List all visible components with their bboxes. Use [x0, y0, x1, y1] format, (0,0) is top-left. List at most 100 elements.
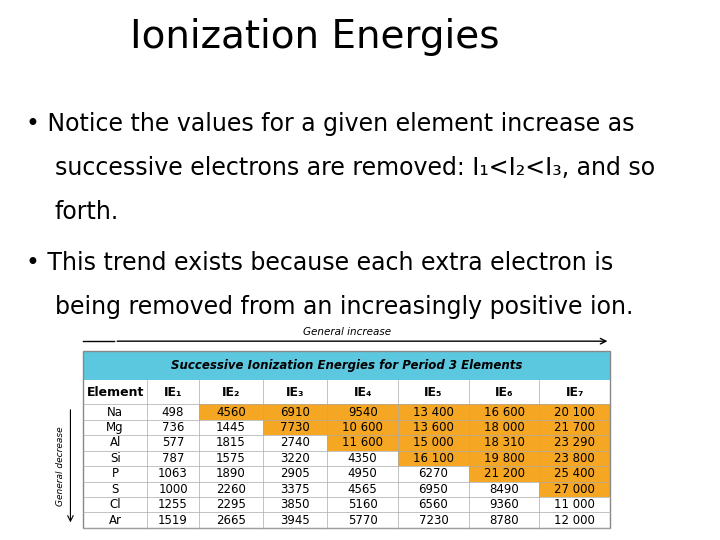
Bar	[263, 512, 328, 528]
Bar	[83, 451, 148, 466]
Bar	[539, 497, 611, 512]
Text: • Notice the values for a given element increase as: • Notice the values for a given element …	[27, 112, 635, 136]
Bar	[469, 435, 539, 451]
Text: 787: 787	[162, 452, 184, 465]
Text: 736: 736	[162, 421, 184, 434]
Bar	[83, 350, 611, 380]
Text: forth.: forth.	[55, 200, 119, 224]
Text: 2740: 2740	[280, 436, 310, 449]
Text: 577: 577	[162, 436, 184, 449]
Text: 13 400: 13 400	[413, 406, 454, 419]
Bar	[263, 404, 328, 420]
Text: 4565: 4565	[348, 483, 377, 496]
Text: 5770: 5770	[348, 514, 377, 526]
Text: 18 000: 18 000	[484, 421, 524, 434]
Bar	[539, 451, 611, 466]
Text: 5160: 5160	[348, 498, 377, 511]
Bar	[83, 482, 148, 497]
Bar	[148, 435, 199, 451]
Text: 16 600: 16 600	[484, 406, 525, 419]
Text: 21 700: 21 700	[554, 421, 595, 434]
Bar	[539, 482, 611, 497]
Text: 2665: 2665	[216, 514, 246, 526]
Text: Mg: Mg	[107, 421, 124, 434]
Bar	[199, 404, 263, 420]
Text: 19 800: 19 800	[484, 452, 525, 465]
Bar	[148, 512, 199, 528]
Text: 6560: 6560	[418, 498, 449, 511]
Bar	[328, 420, 398, 435]
Text: 6910: 6910	[280, 406, 310, 419]
Text: 7730: 7730	[280, 421, 310, 434]
Bar	[398, 466, 469, 482]
Text: IE₅: IE₅	[424, 386, 443, 399]
Bar	[263, 451, 328, 466]
Bar	[148, 404, 199, 420]
Bar	[83, 512, 148, 528]
Text: 3850: 3850	[280, 498, 310, 511]
Text: 1000: 1000	[158, 483, 188, 496]
Text: Cl: Cl	[109, 498, 121, 511]
Bar	[83, 466, 148, 482]
Text: being removed from an increasingly positive ion.: being removed from an increasingly posit…	[55, 295, 633, 319]
Text: 11 000: 11 000	[554, 498, 595, 511]
Text: IE₆: IE₆	[495, 386, 513, 399]
Bar	[328, 466, 398, 482]
Text: 13 600: 13 600	[413, 421, 454, 434]
Text: 9540: 9540	[348, 406, 377, 419]
Text: 9360: 9360	[490, 498, 519, 511]
Bar	[263, 482, 328, 497]
Bar	[148, 451, 199, 466]
Text: 2905: 2905	[280, 467, 310, 480]
Bar	[539, 512, 611, 528]
Text: 4350: 4350	[348, 452, 377, 465]
Text: 1063: 1063	[158, 467, 188, 480]
Text: General decrease: General decrease	[56, 426, 65, 506]
Bar	[83, 435, 148, 451]
Text: Al: Al	[109, 436, 121, 449]
Bar	[328, 404, 398, 420]
Text: Element: Element	[86, 386, 144, 399]
Bar	[539, 420, 611, 435]
Text: 7230: 7230	[418, 514, 449, 526]
Text: Successive Ionization Energies for Period 3 Elements: Successive Ionization Energies for Perio…	[171, 359, 522, 372]
Text: 3220: 3220	[280, 452, 310, 465]
Text: 15 000: 15 000	[413, 436, 454, 449]
Text: IE₂: IE₂	[222, 386, 240, 399]
Bar	[398, 451, 469, 466]
Text: Ionization Energies: Ionization Energies	[130, 17, 500, 56]
Text: 4560: 4560	[216, 406, 246, 419]
Text: 8490: 8490	[490, 483, 519, 496]
Bar	[328, 451, 398, 466]
Bar	[148, 466, 199, 482]
Text: 4950: 4950	[348, 467, 377, 480]
Bar	[469, 466, 539, 482]
Text: 11 600: 11 600	[342, 436, 383, 449]
Bar	[148, 497, 199, 512]
Bar	[263, 420, 328, 435]
Bar	[199, 420, 263, 435]
Text: 12 000: 12 000	[554, 514, 595, 526]
Bar	[148, 420, 199, 435]
Text: IE₇: IE₇	[566, 386, 584, 399]
Text: 18 310: 18 310	[484, 436, 525, 449]
Text: 1255: 1255	[158, 498, 188, 511]
Bar	[469, 497, 539, 512]
Text: S: S	[112, 483, 119, 496]
Text: 1890: 1890	[216, 467, 246, 480]
Text: 21 200: 21 200	[484, 467, 525, 480]
Bar	[398, 435, 469, 451]
Bar	[328, 482, 398, 497]
Text: Ar: Ar	[109, 514, 122, 526]
Bar	[83, 380, 611, 404]
Text: successive electrons are removed: I₁<I₂<I₃, and so: successive electrons are removed: I₁<I₂<…	[55, 156, 655, 180]
Text: 23 290: 23 290	[554, 436, 595, 449]
Text: • This trend exists because each extra electron is: • This trend exists because each extra e…	[27, 251, 613, 275]
Text: 1575: 1575	[216, 452, 246, 465]
Bar	[199, 466, 263, 482]
Bar	[398, 482, 469, 497]
Text: 6270: 6270	[418, 467, 449, 480]
Text: 25 400: 25 400	[554, 467, 595, 480]
Bar	[398, 404, 469, 420]
Text: 16 100: 16 100	[413, 452, 454, 465]
